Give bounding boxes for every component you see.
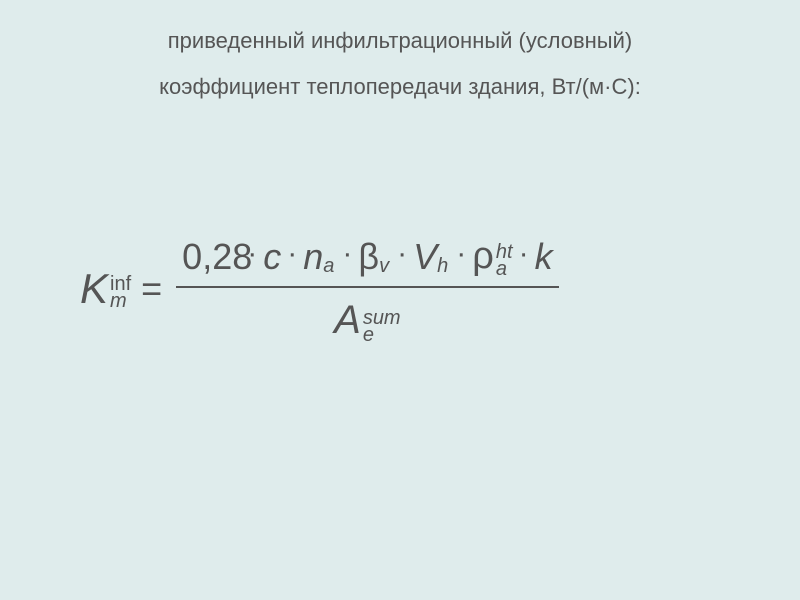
num-rho-group: ρ ht a	[472, 235, 512, 278]
den-sub: e	[363, 327, 401, 344]
formula-lhs: K inf m	[80, 265, 131, 313]
dot-icon: ·	[456, 237, 466, 271]
slide-title: приведенный инфильтрационный (условный) …	[0, 18, 800, 110]
equals-sign: =	[141, 268, 162, 310]
num-V: V	[413, 236, 437, 278]
numerator: 0,28 · c · n a · β v · V h · ρ	[176, 235, 558, 286]
num-c: c	[263, 236, 281, 278]
num-V-sub: h	[437, 255, 448, 278]
dot-icon: ·	[342, 237, 352, 271]
num-rho: ρ	[472, 235, 494, 278]
lhs-base: K	[80, 265, 108, 313]
dot-icon: ·	[287, 237, 297, 271]
fraction: 0,28 · c · n a · β v · V h · ρ	[176, 235, 558, 343]
slide: приведенный инфильтрационный (условный) …	[0, 0, 800, 600]
num-n: n	[303, 236, 323, 278]
denominator: A sum e	[328, 288, 406, 343]
num-rho-sub: a	[496, 261, 513, 278]
title-line-2: коэффициент теплопередачи здания, Вт/(м·…	[159, 74, 641, 99]
formula-container: K inf m = 0,28 · c · n a · β v	[80, 235, 720, 343]
num-const: 0,28	[182, 236, 252, 278]
num-rho-scripts: ht a	[496, 244, 513, 278]
lhs-scripts: inf m	[110, 276, 131, 310]
dot-icon: ·	[247, 237, 257, 271]
dot-icon: ·	[397, 237, 407, 271]
formula: K inf m = 0,28 · c · n a · β v	[80, 235, 720, 343]
dot-icon: ·	[519, 237, 529, 271]
den-scripts: sum e	[363, 310, 401, 344]
title-line-1: приведенный инфильтрационный (условный)	[168, 28, 632, 53]
num-beta-sub: v	[379, 255, 389, 278]
num-beta: β	[358, 236, 379, 278]
lhs-sub: m	[110, 293, 131, 310]
num-n-sub: a	[323, 255, 334, 278]
num-k: k	[535, 236, 553, 278]
den-base: A	[334, 298, 361, 343]
